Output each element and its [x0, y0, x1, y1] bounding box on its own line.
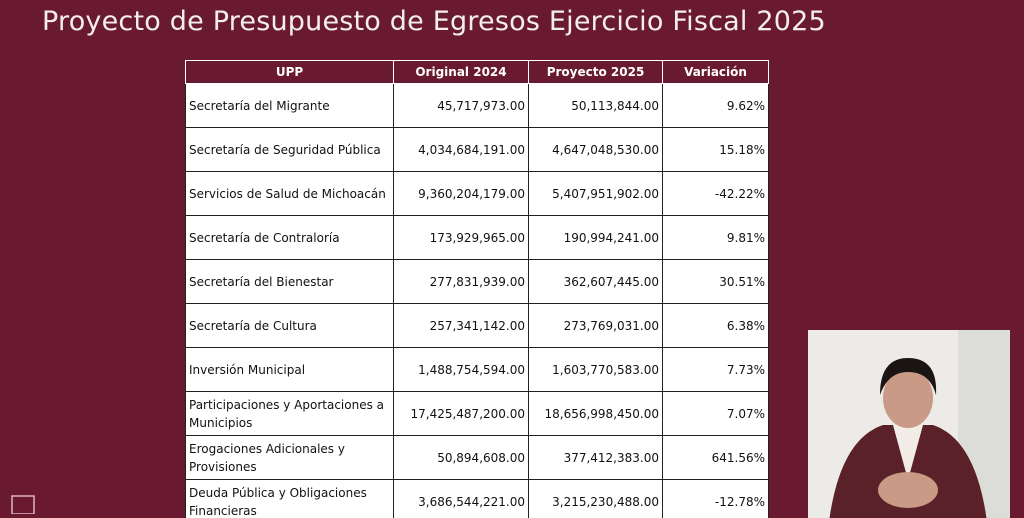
number-cell: 173,929,965.00: [393, 215, 529, 260]
upp-cell: Erogaciones Adicionales y Provisiones: [185, 435, 394, 480]
table-row: Secretaría de Contraloría 173,929,965.00 1…: [185, 215, 769, 260]
number-cell: 45,717,973.00: [393, 83, 529, 128]
table-row: Deuda Pública y Obligaciones Financieras…: [185, 479, 769, 518]
upp-cell: Secretaría del Bienestar: [185, 259, 394, 304]
number-cell: 4,647,048,530.00: [528, 127, 663, 172]
column-header: Variación: [662, 60, 769, 84]
column-header: Proyecto 2025: [528, 60, 663, 84]
column-header: Original 2024: [393, 60, 529, 84]
upp-cell: Inversión Municipal: [185, 347, 394, 392]
number-cell: 4,034,684,191.00: [393, 127, 529, 172]
upp-cell: Secretaría del Migrante: [185, 83, 394, 128]
number-cell: 362,607,445.00: [528, 259, 663, 304]
column-header: UPP: [185, 60, 394, 84]
number-cell: 17,425,487,200.00: [393, 391, 529, 436]
number-cell: 50,894,608.00: [393, 435, 529, 480]
number-cell: 18,656,998,450.00: [528, 391, 663, 436]
number-cell: 273,769,031.00: [528, 303, 663, 348]
upp-cell: Secretaría de Cultura: [185, 303, 394, 348]
number-cell: 30.51%: [662, 259, 769, 304]
table-row: Servicios de Salud de Michoacán 9,360,204…: [185, 171, 769, 216]
budget-table: UPP Original 2024 Proyecto 2025 Variación S…: [185, 60, 769, 518]
header-row: UPP Original 2024 Proyecto 2025 Variación: [185, 60, 769, 84]
number-cell: 3,686,544,221.00: [393, 479, 529, 518]
table-row: Erogaciones Adicionales y Provisiones 50,…: [185, 435, 769, 480]
number-cell: -42.22%: [662, 171, 769, 216]
upp-cell: Participaciones y Aportaciones a Municip…: [185, 391, 394, 436]
table-row: Participaciones y Aportaciones a Municip…: [185, 391, 769, 436]
table-row: Secretaría del Migrante 45,717,973.00 50,1…: [185, 83, 769, 128]
number-cell: 190,994,241.00: [528, 215, 663, 260]
number-cell: -12.78%: [662, 479, 769, 518]
number-cell: 50,113,844.00: [528, 83, 663, 128]
number-cell: 3,215,230,488.00: [528, 479, 663, 518]
upp-cell: Deuda Pública y Obligaciones Financieras: [185, 479, 394, 518]
number-cell: 7.73%: [662, 347, 769, 392]
number-cell: 277,831,939.00: [393, 259, 529, 304]
number-cell: 1,488,754,594.00: [393, 347, 529, 392]
number-cell: 9,360,204,179.00: [393, 171, 529, 216]
table-row: Inversión Municipal 1,488,754,594.00 1,603…: [185, 347, 769, 392]
number-cell: 9.62%: [662, 83, 769, 128]
number-cell: 5,407,951,902.00: [528, 171, 663, 216]
number-cell: 377,412,383.00: [528, 435, 663, 480]
upp-cell: Secretaría de Contraloría: [185, 215, 394, 260]
upp-cell: Servicios de Salud de Michoacán: [185, 171, 394, 216]
number-cell: 7.07%: [662, 391, 769, 436]
number-cell: 15.18%: [662, 127, 769, 172]
table-row: Secretaría de Cultura 257,341,142.00 273,7…: [185, 303, 769, 348]
number-cell: 257,341,142.00: [393, 303, 529, 348]
number-cell: 1,603,770,583.00: [528, 347, 663, 392]
logo: [11, 495, 35, 514]
table-row: Secretaría de Seguridad Pública 4,034,684…: [185, 127, 769, 172]
slide-title: Proyecto de Presupuesto de Egresos Ejerc…: [42, 6, 826, 37]
number-cell: 641.56%: [662, 435, 769, 480]
number-cell: 6.38%: [662, 303, 769, 348]
table-row: Secretaría del Bienestar 277,831,939.00 36…: [185, 259, 769, 304]
number-cell: 9.81%: [662, 215, 769, 260]
upp-cell: Secretaría de Seguridad Pública: [185, 127, 394, 172]
interpreter-video: [808, 330, 1010, 518]
